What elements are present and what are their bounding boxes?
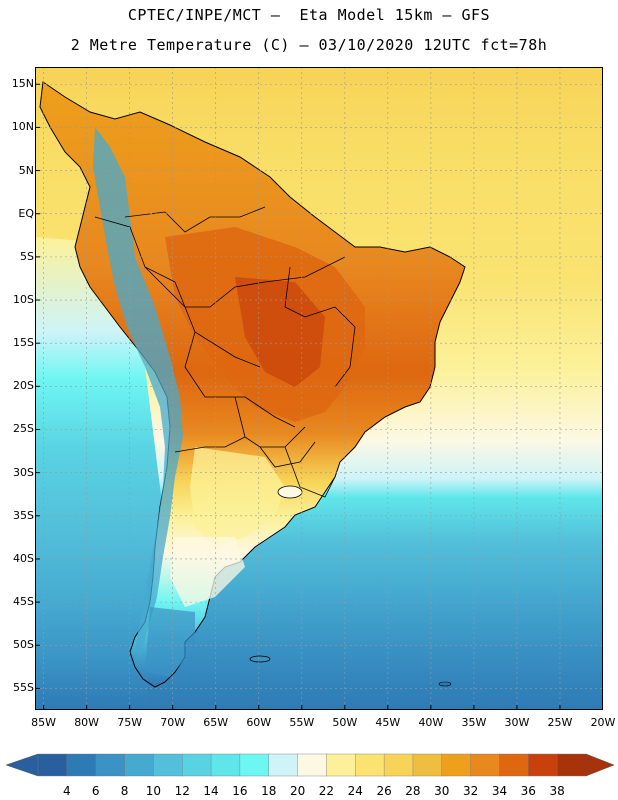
legend-swatch	[66, 753, 97, 777]
legend-high-arrow	[585, 753, 615, 777]
latitude-label: 10N	[11, 120, 34, 134]
legend-tick-label: 26	[376, 784, 392, 798]
legend-tick-label: 20	[289, 784, 306, 798]
longitude-label: 85W	[31, 716, 57, 729]
longitude-label: 35W	[461, 716, 487, 729]
legend-swatch	[355, 753, 385, 777]
legend-swatch	[239, 753, 270, 777]
legend-tick-label: 34	[491, 784, 508, 798]
legend-swatch	[528, 753, 558, 777]
legend-tick-label: 22	[318, 784, 335, 798]
axis-ticks	[35, 83, 603, 710]
legend-swatch	[383, 753, 414, 777]
title-line-1: CPTEC/INPE/MCT — Eta Model 15km — GFS	[127, 6, 491, 24]
longitude-label: 55W	[289, 716, 315, 729]
latitude-label: 15N	[11, 77, 34, 91]
falkland-islands	[249, 655, 271, 663]
longitude-label: 60W	[246, 716, 272, 729]
longitude-label: 40W	[418, 716, 444, 729]
latitude-label: EQ	[18, 206, 34, 220]
legend-swatch	[268, 753, 299, 777]
legend-swatch	[37, 753, 68, 777]
legend-swatch	[153, 753, 183, 777]
title-line-2: 2 Metre Temperature (C) — 03/10/2020 12U…	[70, 36, 548, 54]
legend-swatch	[297, 753, 328, 777]
latitude-label: 25S	[13, 422, 34, 436]
legend-swatch	[412, 753, 443, 777]
pacific-ocean-field	[35, 237, 165, 710]
latitude-label: 30S	[13, 465, 34, 479]
latitude-label: 10S	[13, 293, 34, 307]
legend-tick-label: 24	[347, 784, 363, 798]
longitude-label: 30W	[504, 716, 530, 729]
legend-tick-label: 36	[520, 784, 536, 798]
rio-de-la-plata-estuary	[277, 485, 303, 499]
latitude-label: 5S	[20, 249, 34, 263]
latitude-label: 55S	[13, 681, 34, 695]
country-borders	[94, 206, 356, 498]
legend-tick-label: 32	[462, 784, 479, 798]
graticule	[35, 67, 603, 710]
latitude-label: 20S	[13, 379, 34, 393]
temperature-map[interactable]	[35, 67, 603, 710]
longitude-label: 80W	[74, 716, 100, 729]
latitude-label: 5N	[18, 163, 34, 177]
patagonia-mild-zone	[170, 537, 245, 607]
legend-swatch	[499, 753, 530, 777]
andes-cool-band	[93, 127, 183, 657]
latitude-label: 50S	[13, 638, 34, 652]
longitude-label: 70W	[160, 716, 186, 729]
legend-swatch	[556, 753, 587, 777]
legend-tick-label: 28	[405, 784, 421, 798]
tierra-del-fuego-cold	[145, 607, 195, 677]
legend-tick-label: 10	[145, 784, 161, 798]
latitude-label: 35S	[13, 508, 34, 522]
legend-tick-label: 30	[434, 784, 450, 798]
legend-tick-label: 18	[261, 784, 277, 798]
legend-tick-label: 8	[120, 784, 129, 798]
longitude-label: 65W	[203, 716, 229, 729]
map-border	[35, 67, 603, 710]
south-georgia-island	[438, 681, 452, 687]
longitude-label: 75W	[117, 716, 143, 729]
legend-tick-label: 38	[549, 784, 565, 798]
legend-tick-label: 16	[232, 784, 248, 798]
legend-swatch	[441, 753, 472, 777]
central-hot-core	[235, 277, 325, 387]
legend-tick-label: 14	[203, 784, 219, 798]
longitude-label: 20W	[590, 716, 616, 729]
legend-swatch	[470, 753, 501, 777]
longitude-label: 25W	[547, 716, 573, 729]
legend-tick-label: 12	[174, 784, 190, 798]
legend-swatch	[95, 753, 126, 777]
latitude-label: 45S	[13, 595, 34, 609]
legend-low-arrow	[5, 753, 39, 777]
legend-tick-label: 6	[91, 784, 100, 798]
legend-swatch	[182, 753, 212, 777]
legend-swatch	[210, 753, 241, 777]
legend-swatch	[124, 753, 155, 777]
latitude-label: 15S	[13, 336, 34, 350]
latitude-label: 40S	[13, 551, 34, 565]
longitude-label: 45W	[375, 716, 401, 729]
caribbean-field	[35, 67, 603, 87]
longitude-label: 50W	[332, 716, 358, 729]
legend-swatch	[326, 753, 356, 777]
argentina-mild-zone	[190, 447, 285, 547]
color-legend	[5, 753, 615, 777]
legend-tick-label: 4	[63, 784, 71, 798]
